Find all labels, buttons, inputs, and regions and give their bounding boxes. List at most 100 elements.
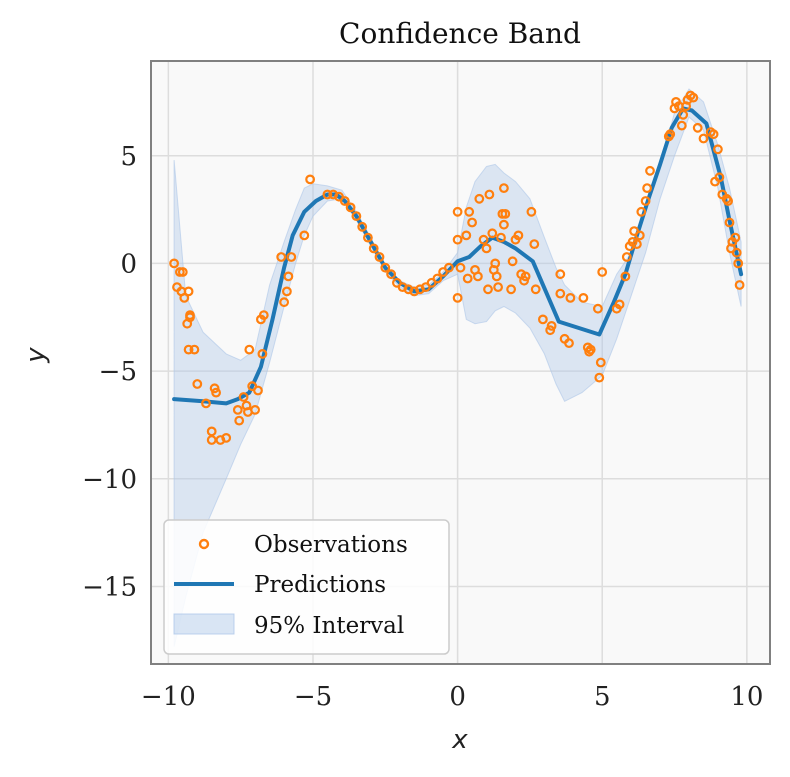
- observation-point: [734, 280, 745, 290]
- observation-point: [473, 271, 483, 282]
- legend-observations-label: Observations: [254, 532, 408, 558]
- observation-point: [723, 196, 733, 206]
- observation-point: [283, 271, 294, 282]
- observation-point: [698, 133, 709, 144]
- observation-point: [513, 230, 524, 241]
- observation-point: [177, 267, 188, 277]
- observation-point: [258, 310, 269, 321]
- observation-point: [733, 258, 744, 269]
- observation-point: [299, 230, 310, 241]
- observation-point: [593, 303, 603, 314]
- observation-point: [201, 398, 211, 409]
- observation-point: [481, 243, 492, 254]
- observation-point: [526, 206, 537, 217]
- observation-point: [714, 172, 725, 183]
- observation-point: [192, 379, 203, 389]
- observation-point: [545, 325, 556, 336]
- legend-box: [163, 519, 450, 655]
- observation-point: [597, 267, 608, 277]
- observation-point: [474, 193, 485, 204]
- observation-point: [183, 344, 194, 355]
- observation-point: [500, 208, 511, 219]
- observation-point: [169, 258, 180, 269]
- observation-point: [305, 174, 316, 185]
- observation-point: [614, 299, 625, 310]
- observation-point: [594, 372, 605, 383]
- observation-point: [374, 252, 385, 262]
- predictions-line: [172, 106, 744, 406]
- observation-point: [444, 262, 454, 273]
- observation-point: [555, 269, 566, 280]
- observation-point: [211, 387, 222, 398]
- observation-point: [464, 206, 475, 217]
- observation-point: [578, 293, 589, 303]
- observation-point: [676, 120, 687, 131]
- observation-point: [185, 312, 195, 323]
- x-tick-label: 5: [594, 682, 611, 712]
- plot-frame: [150, 60, 771, 665]
- chart-title: Confidence Band: [339, 17, 581, 50]
- observation-point: [357, 221, 368, 232]
- observation-point: [487, 228, 498, 239]
- observation-point: [520, 271, 531, 282]
- observation-point: [730, 232, 741, 243]
- observation-point: [621, 252, 632, 262]
- observation-point: [462, 273, 473, 284]
- observation-point: [232, 405, 243, 415]
- y-tick-label: 5: [120, 142, 137, 172]
- y-tick-label: 0: [120, 249, 137, 279]
- observation-point: [282, 286, 292, 297]
- observation-point: [179, 293, 190, 303]
- x-axis-label: x: [451, 725, 468, 755]
- x-tick-label: −5: [294, 682, 332, 712]
- observation-point: [257, 349, 268, 359]
- observation-point: [595, 357, 606, 368]
- observation-point: [530, 284, 541, 295]
- observation-point: [688, 92, 699, 103]
- x-tick-label: 10: [730, 682, 763, 712]
- observation-point: [189, 344, 200, 355]
- x-axis-ticks: −10 −5 0 5 10: [141, 682, 763, 712]
- observation-point: [632, 239, 642, 250]
- observation-point: [499, 183, 509, 194]
- legend-predictions-label: Predictions: [254, 572, 386, 598]
- observation-point: [564, 338, 574, 349]
- observation-point: [496, 232, 506, 243]
- observation-points: [169, 90, 745, 445]
- observation-point: [645, 165, 655, 176]
- legend-interval-label: 95% Interval: [254, 613, 404, 639]
- observation-point: [244, 344, 255, 355]
- observation-point: [368, 243, 379, 254]
- observation-point: [491, 271, 502, 282]
- y-tick-label: −5: [99, 357, 137, 387]
- observation-point: [636, 206, 647, 217]
- observation-point: [665, 129, 676, 140]
- observation-point: [678, 109, 689, 120]
- observation-point: [713, 144, 723, 155]
- observation-point: [484, 189, 495, 200]
- observation-point: [692, 122, 703, 133]
- observation-point: [452, 206, 463, 217]
- observation-point: [455, 262, 466, 273]
- observation-point: [253, 385, 263, 396]
- observation-point: [708, 129, 719, 140]
- observation-point: [286, 252, 297, 262]
- observation-point: [642, 183, 652, 194]
- x-tick-label: −10: [141, 682, 196, 712]
- observation-point: [478, 234, 489, 245]
- observation-point: [322, 189, 333, 200]
- observation-point: [250, 405, 261, 415]
- observation-point: [620, 271, 631, 282]
- y-axis-ticks: 5 0 −5 −10 −15: [82, 142, 137, 603]
- observation-point: [640, 196, 651, 206]
- y-tick-label: −15: [82, 572, 137, 602]
- observation-point: [499, 219, 509, 230]
- observation-point: [234, 415, 245, 426]
- observation-point: [279, 297, 290, 308]
- observation-point: [432, 273, 443, 284]
- legend-interval-swatch: [173, 613, 235, 635]
- legend: Observations Predictions 95% Interval: [163, 519, 450, 655]
- y-axis-label: y: [21, 347, 51, 364]
